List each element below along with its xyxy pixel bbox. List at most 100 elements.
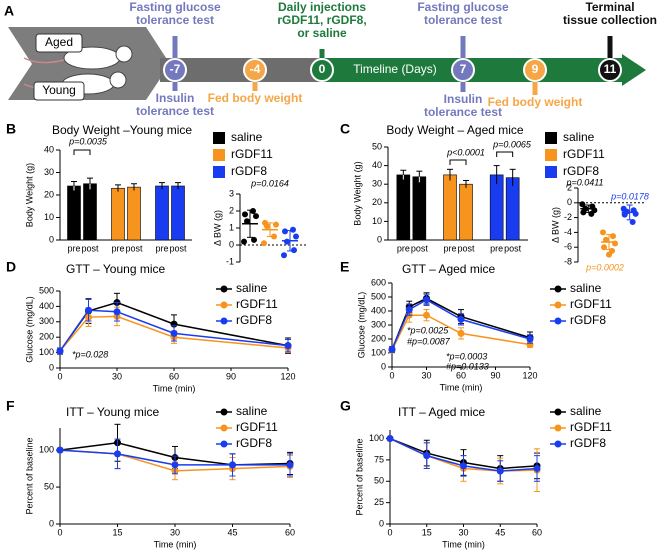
annotation: p<0.0001 [446,147,485,157]
day-label: -4 [250,62,261,76]
data-point [229,461,236,469]
significance-bracket [73,149,91,155]
day-marker [451,58,475,82]
y-tick-label: 100 [369,433,384,443]
panel-label: C [340,121,350,137]
event-label: Terminal [585,0,634,14]
data-point [293,233,299,240]
y-tick-label: 0 [381,361,386,371]
y-axis-label: Glucose (mg/dL) [24,296,34,363]
data-point [405,306,413,314]
y-tick-label: -2 [564,212,572,222]
x-tick-label: 30 [112,371,122,381]
data-point [423,452,431,460]
chart-title: ITT – Aged mice [398,405,485,419]
y-tick-label: 100 [39,445,54,455]
x-axis-label: Time (min) [442,539,485,549]
day-marker [598,58,622,82]
data-point [606,251,612,258]
y-tick-label: 400 [39,301,54,311]
annotation: p=0.0411 [565,177,603,187]
legend-marker [554,424,562,432]
legend-label: rGDF11 [236,420,278,434]
legend-label: rGDF8 [570,313,606,327]
x-tick-label: 30 [170,527,180,537]
event-label: Fed body weight [488,95,583,109]
data-point [262,219,268,226]
bar [111,187,125,241]
data-point [170,329,178,337]
x-tick-label: 60 [169,371,179,381]
data-point [114,450,121,458]
bar [171,185,185,241]
legend-marker [554,408,562,416]
data-point [281,252,287,259]
day-label: 9 [532,62,539,76]
annotation: p=0.0002 [585,262,624,272]
data-point [600,229,606,236]
legend-label: rGDF11 [231,147,273,161]
y-tick-label: 600 [371,277,386,287]
data-point [610,233,616,240]
panel-label: F [6,398,15,414]
y-tick-label: 100 [371,347,386,357]
data-point [460,462,467,470]
event-label: or saline [297,26,347,40]
y-tick-label: 500 [371,291,386,301]
data-point [290,226,296,233]
y-tick-label: 200 [39,332,54,342]
data-point [253,213,259,220]
data-point [85,306,92,314]
panel-label: A [4,3,14,19]
x-tick-label: post [504,243,522,253]
y-tick-label: 30 [372,179,382,189]
y-tick-label: 50 [374,476,384,486]
data-point [284,342,292,350]
event-label: Fasting glucose [129,0,221,14]
group-label: Aged [45,35,73,49]
data-point [250,208,256,214]
y-tick-label: 40 [44,144,54,154]
bar [396,174,411,241]
data-point [580,209,587,216]
data-point [423,296,430,304]
significance-bracket [496,151,514,157]
legend-swatch [213,166,225,178]
data-point [457,315,465,323]
legend-marker [554,440,562,448]
x-tick-label: 120 [522,370,537,380]
x-tick-label: post [169,243,187,253]
annotation: p=0.0178 [610,191,649,201]
legend-marker [554,317,562,325]
x-tick-label: pre [67,243,80,253]
event-label: Insulin [156,91,195,105]
y-tick-label: 300 [39,316,54,326]
data-point [282,228,288,235]
data-point [496,467,504,475]
y-tick-label: 500 [39,285,54,295]
x-tick-label: pre [397,243,410,253]
y-tick-label: 0 [379,518,384,528]
x-tick-label: 60 [456,370,466,380]
day-marker [310,58,334,82]
legend-label: rGDF8 [236,313,272,327]
legend-marker [554,285,562,293]
y-tick-label: 20 [44,189,54,199]
legend-label: rGDF11 [570,420,612,434]
legend-marker [220,317,228,325]
y-axis-label: Glucose (mg/dL) [356,292,366,359]
day-label: 7 [460,62,467,76]
panel-label: G [340,398,351,414]
event-label: tolerance test [136,13,214,27]
x-tick-label: 0 [389,370,394,380]
legend-marker [220,440,228,448]
bar [127,186,141,241]
event-label: rGDF11, rGDF8, [277,13,366,27]
chart-title: GTT – Young mice [66,262,165,276]
y-axis-label: Percent of baseline [24,437,34,514]
y-tick-label: -4 [564,227,572,237]
aged-label-box [35,33,83,53]
data-point [273,221,279,228]
legend-swatch [545,166,557,178]
